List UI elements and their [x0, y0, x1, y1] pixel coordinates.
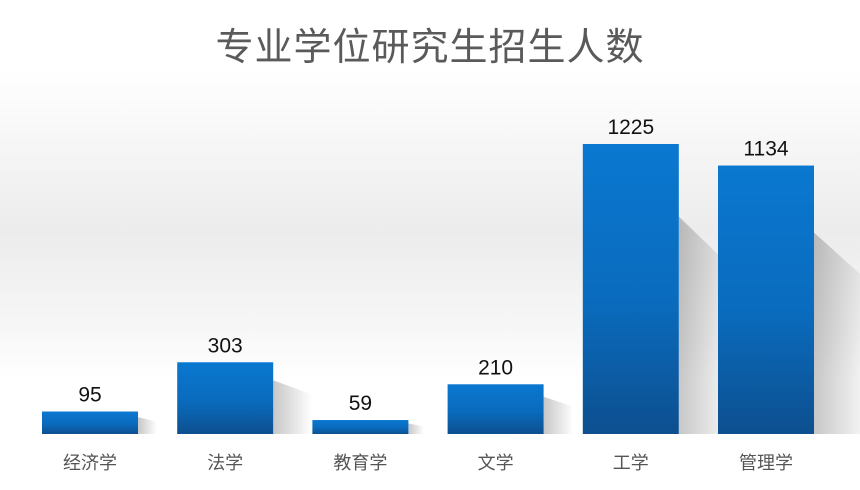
data-label: 1134	[743, 138, 788, 161]
bar-shadow	[543, 396, 574, 434]
bar-6	[718, 165, 814, 435]
category-label: 教育学	[333, 453, 387, 474]
bar-3	[312, 420, 409, 434]
chart-title: 专业学位研究生招生人数	[215, 25, 645, 69]
bar-shadow	[273, 380, 312, 434]
data-label: 303	[208, 334, 243, 357]
bar-shadow	[814, 232, 860, 434]
data-label: 95	[78, 384, 101, 407]
data-label: 1225	[607, 116, 654, 139]
category-label: 经济学	[63, 453, 117, 474]
data-label: 210	[478, 356, 513, 379]
bar-2	[177, 362, 274, 434]
category-label: 文学	[478, 453, 514, 474]
data-label: 59	[349, 392, 372, 415]
category-label: 法学	[207, 453, 243, 474]
bar-5	[582, 144, 679, 434]
category-label: 工学	[613, 453, 649, 474]
bar-shadow	[138, 417, 157, 434]
bar-shadow	[408, 423, 424, 434]
bar-4	[447, 384, 544, 434]
bar-1	[42, 411, 138, 434]
category-label: 管理学	[739, 453, 793, 474]
